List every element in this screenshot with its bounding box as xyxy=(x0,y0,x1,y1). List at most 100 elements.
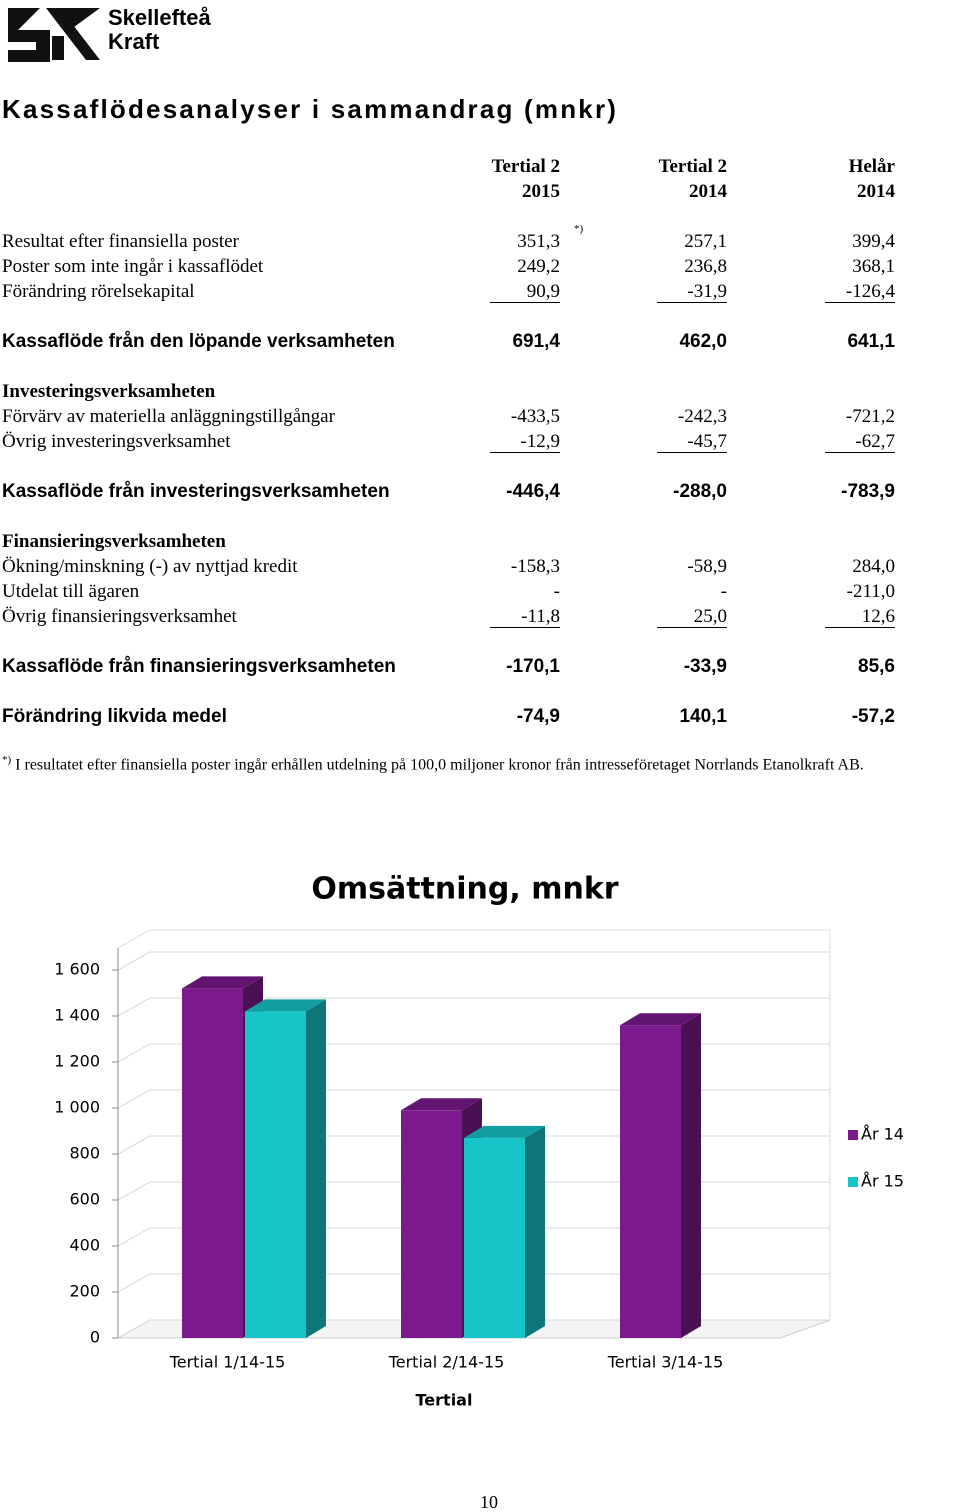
column-header: 2015 xyxy=(522,181,560,202)
page-number: 10 xyxy=(480,1492,498,1512)
cell-value: -446,4 xyxy=(506,481,560,502)
cell: 257,1 xyxy=(587,231,727,253)
cell: -158,3 xyxy=(420,556,560,578)
cell: -446,4 xyxy=(420,481,560,503)
cell: 90,9 xyxy=(420,281,560,303)
row-label: Resultat efter finansiella poster xyxy=(2,231,239,252)
bar-top xyxy=(245,999,326,1012)
cell-value: -783,9 xyxy=(841,481,895,502)
footnote-marker: *) xyxy=(2,754,12,766)
grid-line xyxy=(117,1273,830,1293)
cell-value: -45,7 xyxy=(657,432,727,453)
grid-line xyxy=(117,951,830,971)
cell: 25,0 xyxy=(587,606,727,628)
row-label: Utdelat till ägaren xyxy=(2,581,140,602)
bar xyxy=(620,1025,681,1338)
cell: 691,4 xyxy=(420,331,560,353)
cell: -11,8 xyxy=(420,606,560,628)
x-tick-label: Tertial 1/14-15 xyxy=(169,1353,286,1372)
cell-value: -242,3 xyxy=(677,406,727,427)
bar xyxy=(401,1110,462,1338)
cell: 140,1 xyxy=(587,706,727,728)
bar-side xyxy=(681,1013,701,1338)
cell-value: -31,9 xyxy=(657,282,727,303)
cell: -57,2 xyxy=(755,706,895,728)
legend-swatch xyxy=(848,1130,858,1140)
bar-side xyxy=(306,999,326,1338)
cell-value: 236,8 xyxy=(684,256,727,277)
cell-value: - xyxy=(720,581,727,602)
x-tick-label: Tertial 2/14-15 xyxy=(388,1353,505,1372)
cell-value: 462,0 xyxy=(679,331,727,352)
cell: 368,1 xyxy=(755,256,895,278)
y-tick-label: 200 xyxy=(69,1282,100,1301)
cell-value: -74,9 xyxy=(516,706,560,727)
cell: -74,9 xyxy=(420,706,560,728)
chart: Omsättning, mnkr Tertial 0 200 400 600 800 1 … xyxy=(54,872,904,1410)
chart-title: Omsättning, mnkr xyxy=(311,872,618,907)
cell: -12,9 xyxy=(420,431,560,453)
bar-top xyxy=(182,976,263,989)
cell-value: - xyxy=(553,581,560,602)
column-header: Tertial 2 xyxy=(658,156,727,177)
cell: 12,6 xyxy=(755,606,895,628)
cell: - xyxy=(420,581,560,603)
row-label: Kassaflöde från den löpande verksamheten xyxy=(2,331,395,352)
bar-top xyxy=(620,1013,701,1026)
legend-swatch xyxy=(848,1177,858,1187)
cell-value: 368,1 xyxy=(852,256,895,277)
cell-value: 85,6 xyxy=(858,656,895,677)
note-marker: *) xyxy=(574,223,584,235)
cell: -170,1 xyxy=(420,656,560,678)
bar-top xyxy=(464,1125,545,1138)
cell-value: 140,1 xyxy=(679,706,727,727)
cell: 249,2 xyxy=(420,256,560,278)
cell: -783,9 xyxy=(755,481,895,503)
cell: -62,7 xyxy=(755,431,895,453)
cell: -288,0 xyxy=(587,481,727,503)
cell: 351,3 xyxy=(420,231,560,253)
cell-value: -126,4 xyxy=(825,282,895,303)
cell-value: -721,2 xyxy=(845,406,895,427)
y-tick-label: 1 000 xyxy=(54,1098,100,1117)
cell: -45,7 xyxy=(587,431,727,453)
cell-value: -12,9 xyxy=(490,432,560,453)
cell-value: -57,2 xyxy=(851,706,895,727)
grid-line xyxy=(117,1135,830,1155)
column-header: 2014 xyxy=(689,181,727,202)
cell-value: -433,5 xyxy=(510,406,560,427)
column-header: Helår xyxy=(848,156,895,177)
grid-line xyxy=(117,997,830,1017)
cell: 236,8 xyxy=(587,256,727,278)
cell-value: -170,1 xyxy=(506,656,560,677)
row-label: Övrig investeringsverksamhet xyxy=(2,431,231,452)
grid-line xyxy=(117,1043,830,1063)
y-tick-label: 1 200 xyxy=(54,1052,100,1071)
y-tick-label: 0 xyxy=(90,1328,100,1347)
cell-value: 12,6 xyxy=(825,607,895,628)
row-label: Förvärv av materiella anläggningstillgån… xyxy=(2,406,335,427)
cell-value: 351,3 xyxy=(517,231,560,252)
y-tick-label: 600 xyxy=(69,1190,100,1209)
x-tick-label: Tertial 3/14-15 xyxy=(607,1353,724,1372)
cell: -126,4 xyxy=(755,281,895,303)
grid-line xyxy=(117,1181,830,1201)
cell: -58,9 xyxy=(587,556,727,578)
cell-value: -158,3 xyxy=(510,556,560,577)
grid-line xyxy=(117,1089,830,1109)
cell: 284,0 xyxy=(755,556,895,578)
y-tick-label: 1 400 xyxy=(54,1006,100,1025)
row-label: Förändring likvida medel xyxy=(2,706,227,727)
column-header: 2014 xyxy=(857,181,895,202)
y-tick-label: 400 xyxy=(69,1236,100,1255)
cell: -433,5 xyxy=(420,406,560,428)
cell-value: -11,8 xyxy=(490,607,560,628)
cell-value: -288,0 xyxy=(673,481,727,502)
cell-value: 257,1 xyxy=(684,231,727,252)
cell-value: 691,4 xyxy=(512,331,560,352)
logo-text: Skellefteå Kraft xyxy=(108,6,211,54)
column-header: Tertial 2 xyxy=(491,156,560,177)
cell: -211,0 xyxy=(755,581,895,603)
row-label: Finansieringsverksamheten xyxy=(2,531,226,552)
